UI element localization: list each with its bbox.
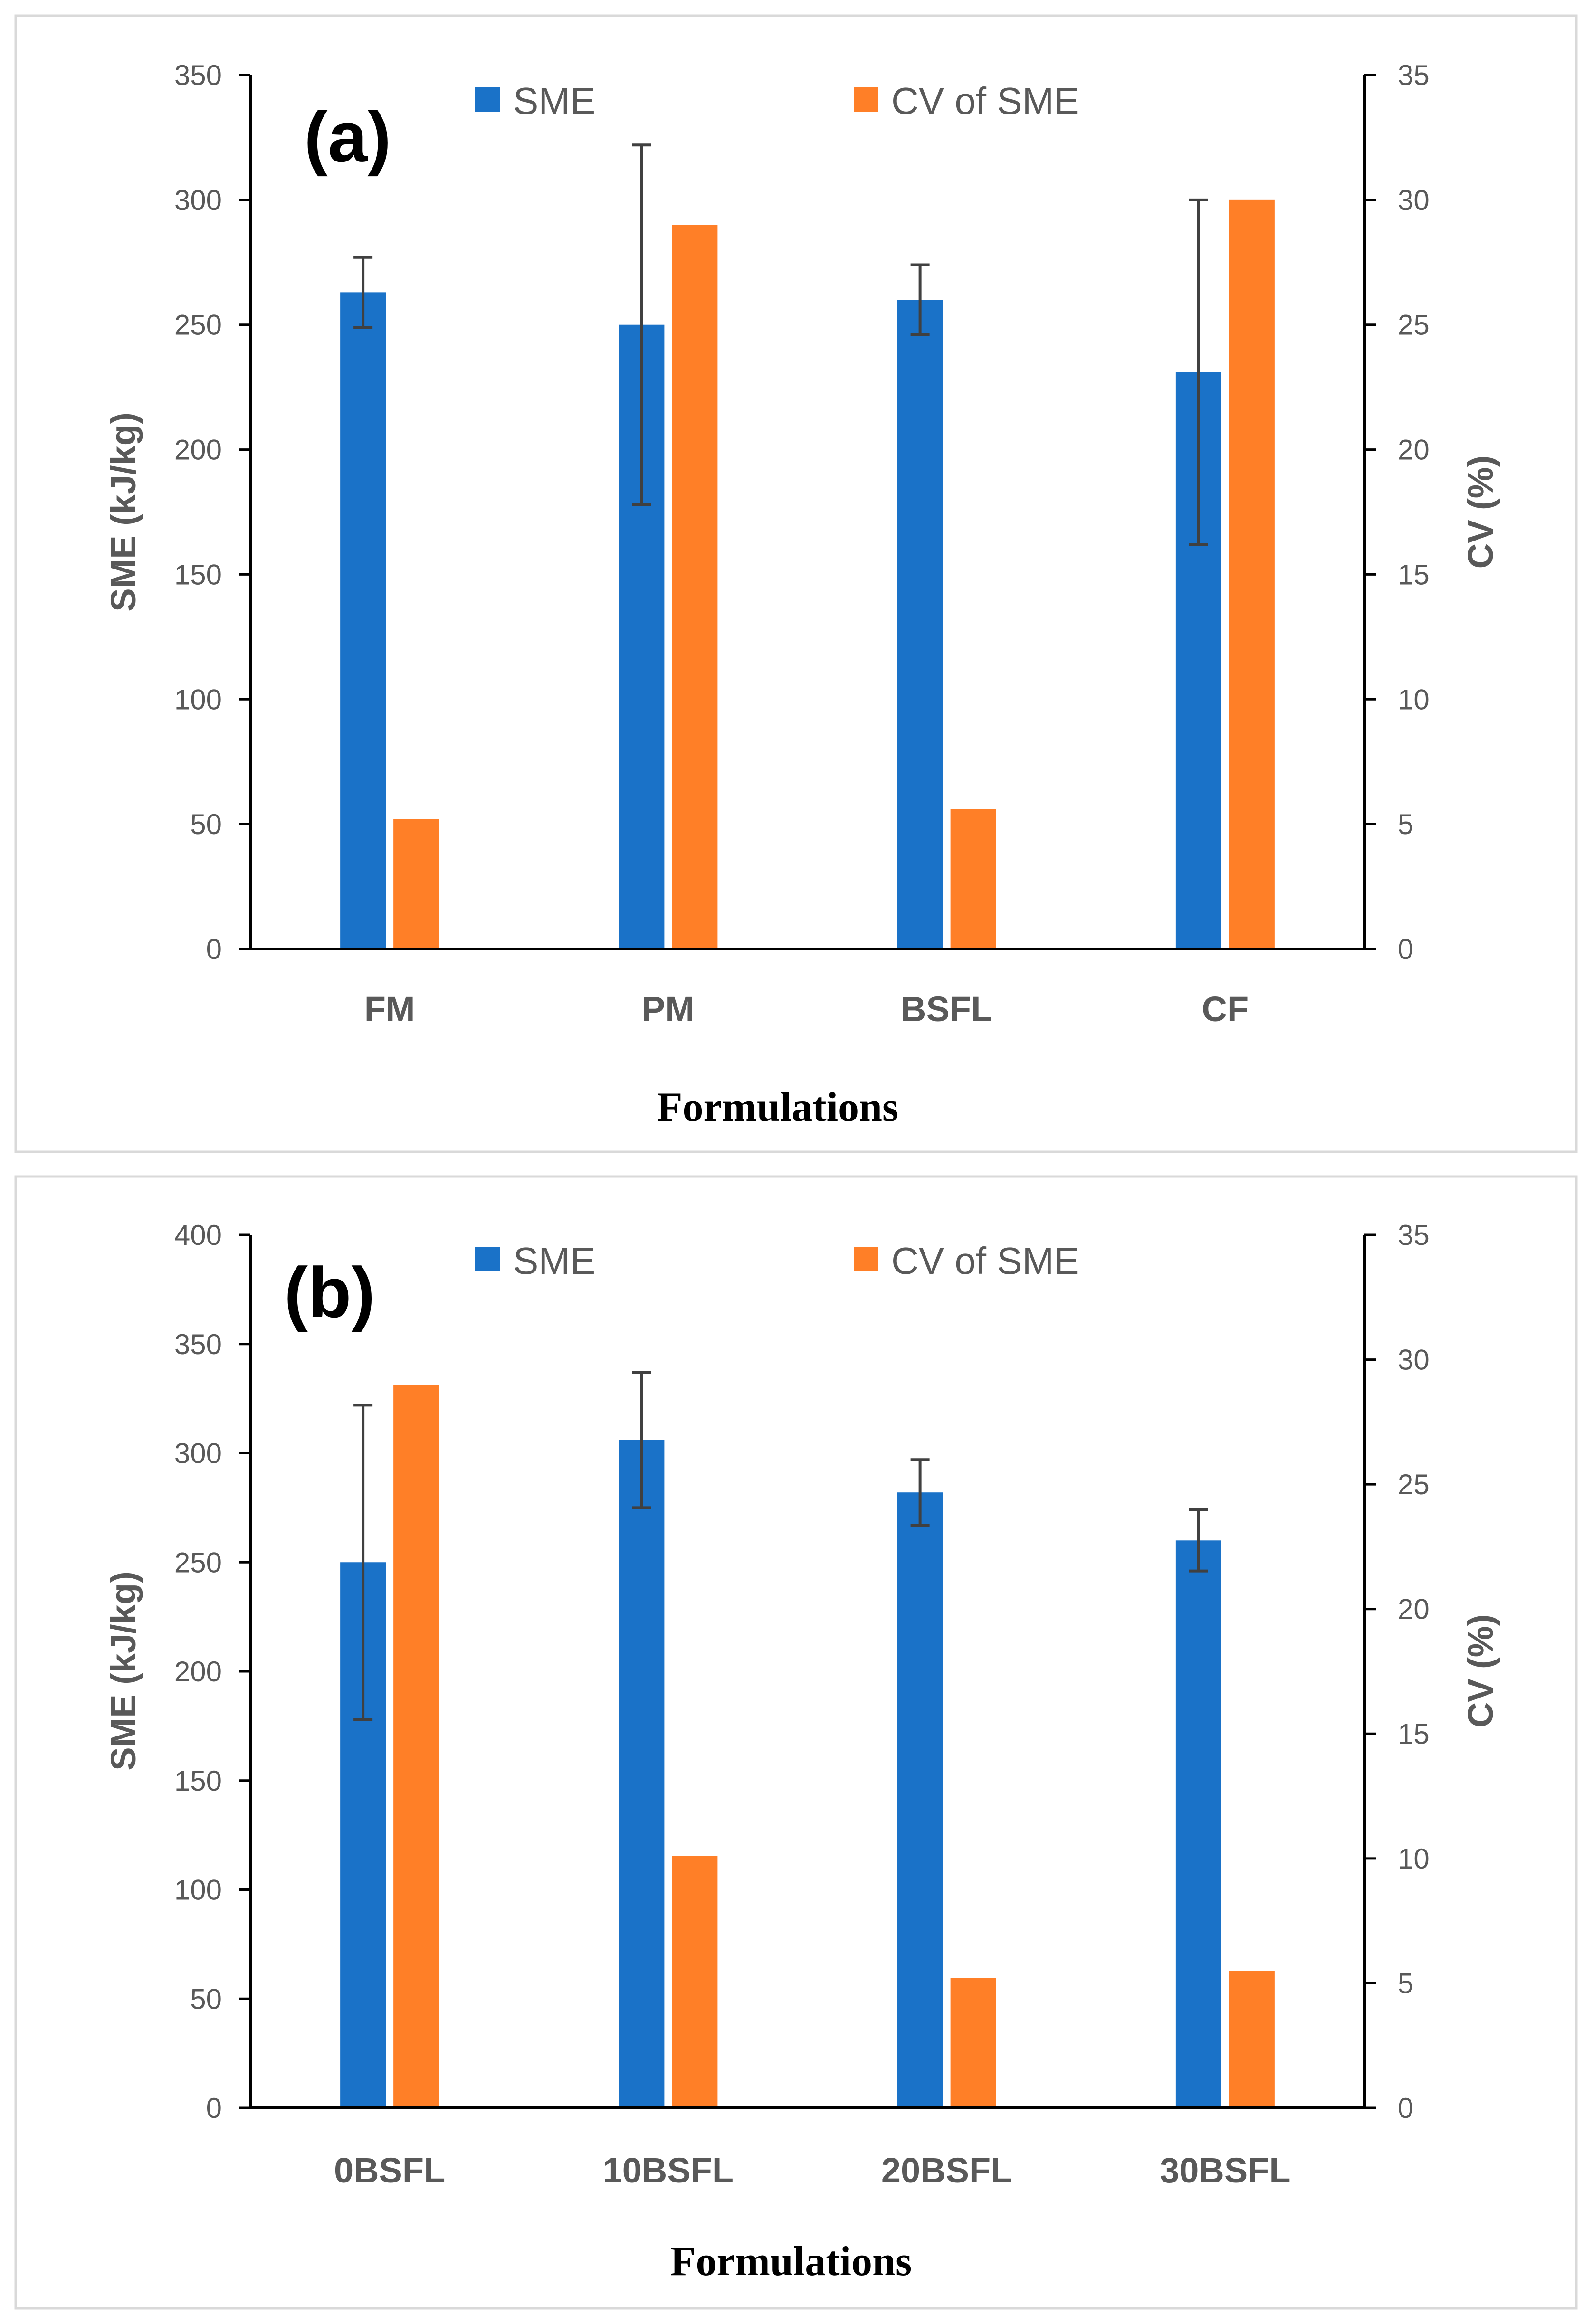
y-tick-label: 0 — [206, 933, 222, 965]
y2-tick-label: 35 — [1398, 59, 1430, 91]
y-tick-label: 250 — [174, 309, 222, 341]
bar-sme-20BSFL — [897, 1492, 943, 2108]
panel-a-x-axis-label: Formulations — [657, 1084, 898, 1130]
y2-tick-label: 10 — [1398, 1843, 1430, 1875]
legend-swatch-sme — [475, 1247, 500, 1271]
x-tick-label: CF — [1202, 989, 1249, 1029]
y-tick-label: 350 — [174, 1328, 222, 1360]
panel-a-axes — [239, 74, 1376, 950]
y-tick-label: 350 — [174, 59, 222, 91]
y-tick-label: 300 — [174, 184, 222, 216]
x-tick-label: BSFL — [901, 989, 992, 1029]
legend-label-sme: SME — [513, 80, 595, 122]
bar-cv-10BSFL — [672, 1856, 718, 2108]
panel-b-x-axis-label: Formulations — [670, 2239, 912, 2285]
panel-a-ticks: FM PM BSFL CF 0 50 100 150 200 250 300 350 0 5 10 15 20 2… — [174, 59, 1430, 1029]
panel-a-y2-axis-label: CV (%) — [1461, 455, 1500, 569]
x-tick-label: 30BSFL — [1160, 2151, 1291, 2190]
y2-tick-label: 15 — [1398, 559, 1430, 590]
panel-a-border — [14, 14, 1578, 1153]
x-tick-label: 10BSFL — [603, 2151, 734, 2190]
y2-tick-label: 25 — [1398, 309, 1430, 341]
bar-sme-30BSFL — [1175, 1540, 1221, 2108]
panel-b-legend: SME CV of SME — [475, 1240, 1079, 1282]
y-tick-label: 250 — [174, 1546, 222, 1578]
bar-cv-20BSFL — [950, 1978, 996, 2108]
bar-cv-30BSFL — [1229, 1971, 1275, 2108]
panel-b-bars — [340, 1371, 1275, 2108]
y-tick-label: 150 — [174, 559, 222, 590]
y2-tick-label: 30 — [1398, 1344, 1430, 1376]
y2-tick-label: 10 — [1398, 683, 1430, 715]
y-tick-label: 300 — [174, 1438, 222, 1470]
bar-cv-0BSFL — [393, 1385, 439, 2108]
bar-cv-PM — [672, 225, 718, 949]
legend-label-cv: CV of SME — [891, 80, 1079, 122]
bar-sme-BSFL — [897, 300, 943, 949]
y-tick-label: 400 — [174, 1219, 222, 1251]
bar-sme-FM — [340, 292, 386, 949]
panel-b-y-axis-label: SME (kJ/kg) — [104, 1571, 143, 1770]
y2-tick-label: 0 — [1398, 2092, 1413, 2124]
y2-tick-label: 25 — [1398, 1469, 1430, 1500]
panel-b-label: (b) — [284, 1252, 375, 1332]
y-tick-label: 200 — [174, 1656, 222, 1688]
y-tick-label: 50 — [190, 1983, 222, 2015]
bar-cv-BSFL — [950, 809, 996, 949]
bar-cv-CF — [1229, 199, 1275, 949]
panel-b-axes — [239, 1233, 1376, 2109]
error-bar-20BSFL — [910, 1458, 930, 1527]
panel-a-y-axis-label: SME (kJ/kg) — [104, 412, 143, 611]
error-bar-FM — [353, 256, 373, 329]
y-tick-label: 150 — [174, 1765, 222, 1797]
error-bar-BSFL — [910, 263, 930, 336]
error-bar-PM — [632, 143, 651, 506]
legend-swatch-sme — [475, 87, 500, 112]
y-tick-label: 0 — [206, 2092, 222, 2124]
y2-tick-label: 30 — [1398, 184, 1430, 216]
legend-label-sme: SME — [513, 1240, 595, 1282]
x-tick-label: FM — [364, 989, 415, 1029]
x-tick-label: 20BSFL — [881, 2151, 1012, 2190]
y2-tick-label: 5 — [1398, 808, 1413, 840]
legend-swatch-cv — [854, 1247, 878, 1271]
legend-label-cv: CV of SME — [891, 1240, 1079, 1282]
panel-a-bars — [340, 143, 1275, 949]
panel-a: FM PM BSFL CF 0 50 100 150 200 250 300 350 0 5 10 15 20 2… — [14, 14, 1578, 1153]
y-tick-label: 50 — [190, 808, 222, 840]
error-bar-CF — [1189, 198, 1208, 546]
y2-tick-label: 20 — [1398, 1594, 1430, 1625]
y-tick-label: 200 — [174, 434, 222, 466]
y-tick-label: 100 — [174, 683, 222, 715]
y2-tick-label: 20 — [1398, 434, 1430, 466]
y2-tick-label: 15 — [1398, 1718, 1430, 1750]
x-tick-label: PM — [642, 989, 695, 1029]
bar-cv-FM — [393, 819, 439, 949]
panel-a-legend: SME CV of SME — [475, 80, 1079, 122]
panel-b-ticks: 0BSFL 10BSFL 20BSFL 30BSFL05010015020025030… — [174, 1219, 1430, 2190]
y2-tick-label: 35 — [1398, 1219, 1430, 1251]
error-bar-0BSFL — [353, 1404, 373, 1721]
error-bar-30BSFL — [1189, 1508, 1208, 1573]
bar-sme-10BSFL — [619, 1440, 665, 2108]
x-tick-label: 0BSFL — [334, 2151, 445, 2190]
y2-tick-label: 5 — [1398, 1967, 1413, 1999]
panel-b-border — [14, 1175, 1578, 2310]
legend-swatch-cv — [854, 87, 878, 112]
panel-a-label: (a) — [304, 97, 391, 177]
y2-tick-label: 0 — [1398, 933, 1413, 965]
panel-b: 0BSFL 10BSFL 20BSFL 30BSFL05010015020025030… — [14, 1175, 1578, 2310]
error-bar-10BSFL — [632, 1371, 651, 1509]
y-tick-label: 100 — [174, 1874, 222, 1906]
panel-b-y2-axis-label: CV (%) — [1461, 1614, 1500, 1727]
